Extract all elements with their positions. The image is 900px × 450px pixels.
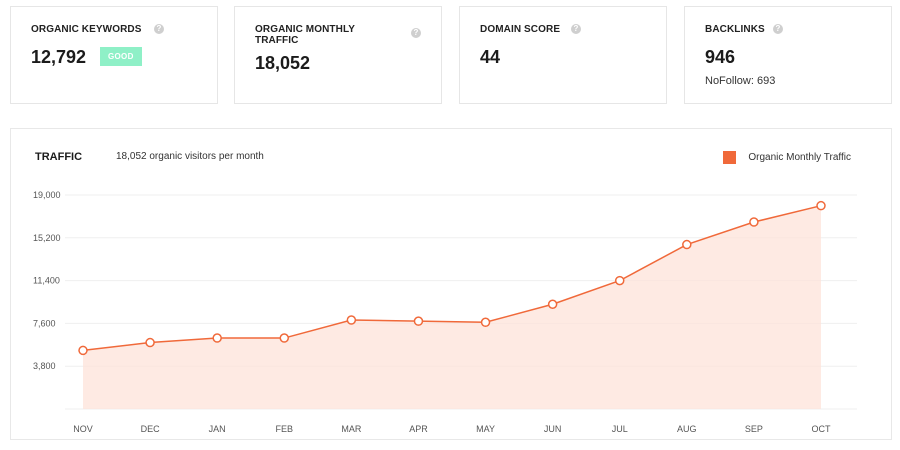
data-point: [480, 317, 491, 328]
data-point: [682, 239, 692, 250]
traffic-chart: 3,800 7,600 11,400 15,200 19,000 NOV DEC JAN FEB…: [33, 190, 857, 434]
x-tick-label: DEC: [141, 424, 161, 434]
traffic-chart-card: 3,800 7,600 11,400 15,200 19,000 NOV DEC JAN FEB…: [10, 128, 892, 440]
x-tick-label: SEP: [745, 424, 763, 434]
metric-card-backlinks: BACKLINKS ? 946 NoFollow: 693: [684, 6, 892, 104]
metric-label: ORGANIC KEYWORDS: [31, 24, 142, 35]
data-point: [145, 337, 155, 348]
data-point: [749, 217, 759, 227]
x-tick-label: MAR: [341, 424, 362, 434]
chart-legend[interactable]: Organic Monthly Traffic: [723, 151, 851, 164]
data-point: [346, 315, 357, 325]
chart-title: TRAFFIC: [35, 151, 83, 163]
nofollow-count: NoFollow: 693: [705, 75, 776, 87]
data-point: [212, 333, 222, 343]
legend-swatch: [723, 151, 737, 164]
metric-label: ORGANIC MONTHLY TRAFFIC: [255, 24, 355, 46]
y-tick-label: 15,200: [33, 233, 61, 243]
data-point: [816, 200, 826, 211]
data-point: [78, 345, 88, 356]
y-tick-label: 3,800: [33, 361, 56, 371]
x-tick-label: OCT: [812, 424, 832, 434]
metric-card-organic-monthly-traffic: ORGANIC MONTHLY TRAFFIC ? 18,052: [234, 6, 442, 104]
info-icon[interactable]: ?: [571, 24, 581, 34]
info-icon[interactable]: ?: [773, 24, 783, 34]
status-badge: GOOD: [100, 47, 142, 66]
data-point: [413, 316, 424, 326]
metric-value: 44: [480, 47, 501, 67]
series-area: [83, 205, 821, 409]
series-line: [82, 204, 822, 352]
data-point: [614, 275, 625, 286]
metric-label: DOMAIN SCORE: [480, 24, 561, 35]
info-icon[interactable]: ?: [411, 28, 421, 38]
y-tick-label: 7,600: [33, 318, 56, 328]
info-icon[interactable]: ?: [154, 24, 164, 34]
chart-subtitle: 18,052 organic visitors per month: [116, 151, 264, 162]
metric-value: 946: [705, 47, 736, 67]
data-point: [279, 333, 290, 343]
x-tick-label: APR: [409, 424, 428, 434]
x-tick-label: MAY: [476, 424, 495, 434]
data-point: [547, 299, 558, 310]
x-tick-label: JUL: [612, 424, 628, 434]
y-tick-label: 19,000: [33, 190, 61, 200]
x-tick-label: AUG: [677, 424, 697, 434]
x-tick-label: FEB: [276, 424, 294, 434]
legend-label: Organic Monthly Traffic: [748, 152, 851, 163]
metric-value: 12,792: [31, 47, 87, 67]
x-tick-label: NOV: [73, 424, 93, 434]
y-tick-label: 11,400: [33, 276, 60, 286]
metric-card-organic-keywords: ORGANIC KEYWORDS ? 12,792 GOOD: [10, 6, 218, 104]
metric-card-domain-score: DOMAIN SCORE ? 44: [459, 6, 667, 104]
metric-label: BACKLINKS: [705, 24, 765, 35]
metric-value: 18,052: [255, 53, 311, 73]
x-tick-label: JUN: [544, 424, 562, 434]
x-tick-label: JAN: [209, 424, 226, 434]
